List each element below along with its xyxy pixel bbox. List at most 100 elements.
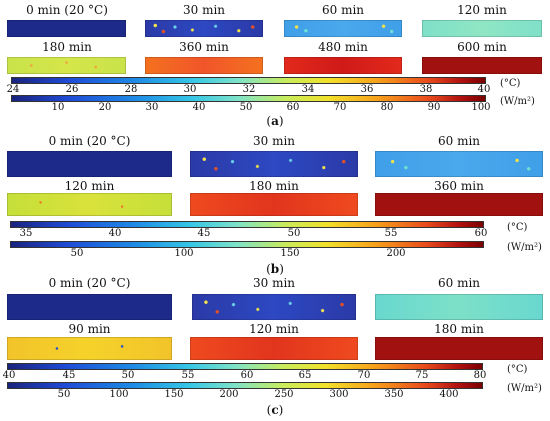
tick-label: 40 — [192, 102, 206, 113]
tick-label: 24 — [6, 84, 20, 95]
tick-label: 40 — [108, 228, 122, 239]
temperature-field — [145, 20, 263, 37]
tick-label: 26 — [65, 84, 79, 95]
tick-label: 50 — [57, 389, 71, 400]
tick-label: 80 — [380, 102, 394, 113]
temperature-unit: (°C) — [507, 364, 528, 375]
heat-flux-unit: (W/m²) — [500, 96, 535, 107]
time-label: 120 min — [64, 179, 115, 193]
time-label: 90 min — [68, 322, 111, 336]
time-label: 60 min — [437, 134, 481, 148]
heat-flux-colorbar — [11, 95, 486, 102]
tick-label: 75 — [415, 370, 429, 381]
time-label: 360 min — [179, 40, 229, 54]
tick-label: 38 — [419, 84, 433, 95]
panel-caption: (a) — [266, 114, 284, 128]
temperature-field — [7, 294, 172, 320]
tick-label: 35 — [19, 228, 33, 239]
heat-flux-unit: (W/m²) — [507, 242, 542, 253]
temperature-field — [375, 193, 543, 216]
tick-label: 55 — [181, 370, 195, 381]
tick-label: 50 — [70, 248, 84, 259]
tick-label: 400 — [439, 389, 459, 400]
tick-label: 250 — [274, 389, 294, 400]
tick-label: 20 — [98, 102, 112, 113]
temperature-field — [145, 57, 263, 74]
time-label: 180 min — [42, 40, 92, 54]
temperature-field — [375, 337, 543, 360]
tick-label: 36 — [360, 84, 374, 95]
tick-label: 55 — [384, 228, 398, 239]
tick-label: 50 — [121, 370, 135, 381]
time-label: 480 min — [318, 40, 368, 54]
time-label: 30 min — [182, 3, 226, 17]
tick-label: 150 — [280, 248, 300, 259]
temperature-field — [190, 337, 358, 360]
tick-label: 60 — [286, 102, 300, 113]
tick-label: 32 — [242, 84, 256, 95]
tick-label: 65 — [298, 370, 312, 381]
tick-label: 60 — [474, 228, 488, 239]
tick-label: 200 — [386, 248, 406, 259]
time-label: 600 min — [457, 40, 507, 54]
tick-label: 60 — [240, 370, 254, 381]
time-label: 180 min — [249, 179, 299, 193]
time-label: 120 min — [457, 3, 507, 17]
temperature-field — [422, 57, 542, 74]
tick-label: 30 — [145, 102, 159, 113]
temperature-field — [375, 151, 543, 177]
temperature-field — [192, 294, 356, 320]
tick-label: 40 — [2, 370, 16, 381]
time-label: 0 min (20 °C) — [48, 276, 131, 290]
tick-label: 150 — [164, 389, 184, 400]
tick-label: 50 — [239, 102, 253, 113]
panel-caption: (b) — [266, 262, 284, 276]
tick-label: 50 — [287, 228, 301, 239]
temperature-unit: (°C) — [507, 222, 528, 233]
panel-caption: (c) — [266, 403, 284, 417]
temperature-colorbar — [7, 363, 483, 370]
tick-label: 100 — [174, 248, 194, 259]
tick-label: 300 — [329, 389, 349, 400]
heat-flux-colorbar — [10, 241, 484, 248]
tick-label: 350 — [384, 389, 404, 400]
time-label: 60 min — [437, 276, 481, 290]
temperature-field — [190, 151, 358, 177]
temperature-unit: (°C) — [500, 78, 521, 89]
temperature-field — [190, 193, 358, 216]
tick-label: 200 — [219, 389, 239, 400]
time-label: 120 min — [249, 322, 299, 336]
time-label: 0 min (20 °C) — [48, 134, 131, 148]
time-label: 60 min — [321, 3, 365, 17]
time-label: 30 min — [252, 276, 296, 290]
temperature-field — [7, 151, 172, 177]
temperature-field — [7, 337, 172, 360]
temperature-field — [7, 57, 126, 74]
heat-flux-unit: (W/m²) — [507, 383, 542, 394]
temperature-field — [284, 57, 402, 74]
tick-label: 100 — [109, 389, 129, 400]
temperature-colorbar — [11, 77, 486, 84]
tick-label: 10 — [51, 102, 65, 113]
time-label: 360 min — [434, 179, 484, 193]
temperature-field — [7, 20, 126, 37]
tick-label: 30 — [183, 84, 197, 95]
temperature-field — [284, 20, 402, 37]
tick-label: 45 — [62, 370, 76, 381]
time-label: 180 min — [434, 322, 484, 336]
tick-label: 34 — [301, 84, 315, 95]
temperature-field — [375, 294, 543, 320]
temperature-field — [7, 193, 172, 216]
tick-label: 100 — [471, 102, 491, 113]
tick-label: 28 — [124, 84, 138, 95]
time-label: 0 min (20 °C) — [26, 3, 108, 17]
tick-label: 40 — [477, 84, 491, 95]
tick-label: 45 — [197, 228, 211, 239]
temperature-colorbar — [10, 221, 484, 228]
temperature-field — [422, 20, 542, 37]
time-label: 30 min — [252, 134, 296, 148]
tick-label: 70 — [333, 102, 347, 113]
tick-label: 90 — [427, 102, 441, 113]
tick-label: 70 — [357, 370, 371, 381]
tick-label: 80 — [473, 370, 487, 381]
